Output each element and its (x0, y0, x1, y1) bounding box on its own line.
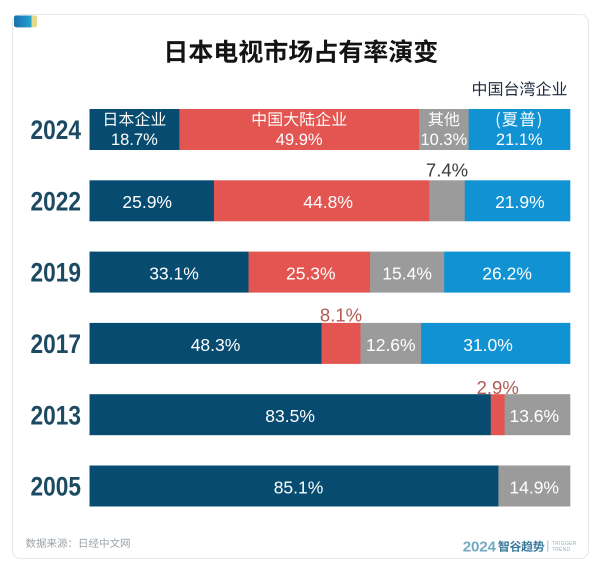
svg-text:31.0%: 31.0% (463, 335, 513, 355)
svg-text:2013: 2013 (31, 400, 81, 430)
svg-text:TREND: TREND (552, 547, 571, 553)
svg-text:48.3%: 48.3% (191, 335, 241, 355)
svg-text:TRIGGER: TRIGGER (552, 541, 577, 547)
svg-text:2019: 2019 (31, 258, 81, 288)
svg-text:21.1%: 21.1% (496, 131, 543, 149)
svg-text:49.9%: 49.9% (276, 131, 323, 149)
svg-text:44.8%: 44.8% (303, 192, 353, 212)
svg-text:12.6%: 12.6% (366, 335, 416, 355)
svg-text:10.3%: 10.3% (421, 131, 468, 149)
svg-text:2022: 2022 (31, 187, 81, 217)
svg-text:26.2%: 26.2% (482, 264, 532, 284)
svg-text:25.9%: 25.9% (122, 192, 172, 212)
svg-text:2017: 2017 (31, 329, 81, 359)
svg-text:2024: 2024 (31, 115, 82, 145)
svg-text:83.5%: 83.5% (265, 406, 315, 426)
svg-text:18.7%: 18.7% (111, 131, 158, 149)
svg-text:2005: 2005 (31, 472, 82, 502)
svg-text:8.1%: 8.1% (320, 304, 362, 325)
svg-text:21.9%: 21.9% (495, 192, 545, 212)
svg-text:25.3%: 25.3% (286, 264, 336, 284)
svg-text:2.9%: 2.9% (477, 377, 519, 398)
svg-text:33.1%: 33.1% (149, 264, 199, 284)
svg-text:15.4%: 15.4% (382, 264, 432, 284)
svg-text:14.9%: 14.9% (509, 477, 559, 497)
svg-text:13.6%: 13.6% (509, 406, 559, 426)
svg-text:7.4%: 7.4% (426, 159, 468, 180)
svg-text:2024: 2024 (463, 539, 497, 556)
svg-text:85.1%: 85.1% (274, 477, 324, 497)
